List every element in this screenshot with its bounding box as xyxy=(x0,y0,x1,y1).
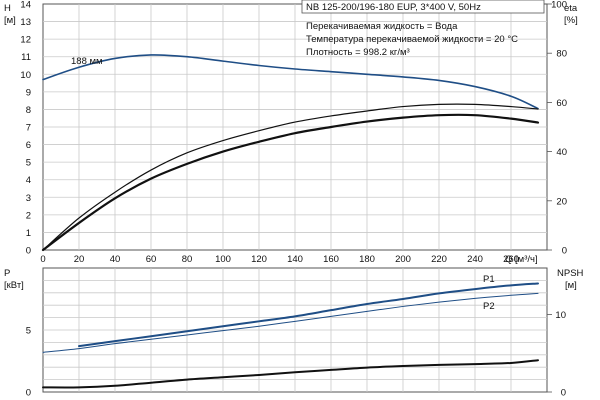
flow-axis-label: Q [м³/ч] xyxy=(505,254,538,265)
npsh-curve xyxy=(42,359,539,389)
efficiency-curve-inner xyxy=(41,113,540,252)
eta-tick-label: 40 xyxy=(556,147,567,158)
eta-tick-label: 80 xyxy=(556,49,567,60)
x-tick-label: 220 xyxy=(431,254,447,265)
head-axis-unit: [м] xyxy=(4,15,16,26)
fluid-line: Перекачиваемая жидкость = Вода xyxy=(306,21,458,32)
model-title: NB 125-200/196-180 EUP, 3*400 V, 50Hz xyxy=(306,2,481,13)
head-tick-label: 13 xyxy=(20,17,31,28)
x-tick-label: 160 xyxy=(323,254,339,265)
x-tick-label: 100 xyxy=(215,254,231,265)
density-line: Плотность = 998.2 кг/м³ xyxy=(306,47,410,58)
x-tick-label: 240 xyxy=(467,254,483,265)
x-tick-label: 140 xyxy=(287,254,303,265)
x-tick-label: 180 xyxy=(359,254,375,265)
head-curve xyxy=(42,54,539,110)
eta-tick-label: 20 xyxy=(556,196,567,207)
head-tick-label: 0 xyxy=(26,246,31,257)
power-axis-title: P xyxy=(4,268,10,279)
head-tick-label: 14 xyxy=(20,0,31,11)
head-tick-label: 1 xyxy=(26,228,31,239)
power-tick-label: 0 xyxy=(26,388,31,399)
efficiency-curve-outer xyxy=(42,103,539,251)
head-tick-label: 9 xyxy=(26,87,31,98)
head-tick-label: 8 xyxy=(26,105,31,116)
x-tick-label: 120 xyxy=(251,254,267,265)
head-tick-label: 3 xyxy=(26,193,31,204)
eta-axis-unit: [%] xyxy=(564,15,578,26)
bottom-grid xyxy=(43,268,547,392)
npsh-axis-unit: [м] xyxy=(565,280,577,291)
head-tick-label: 11 xyxy=(21,52,31,63)
head-tick-label: 10 xyxy=(20,70,31,81)
head-tick-label: 12 xyxy=(20,35,31,46)
x-tick-label: 80 xyxy=(182,254,193,265)
temperature-line: Температура перекачиваемой жидкости = 20… xyxy=(306,34,518,45)
top-series-group xyxy=(41,54,540,252)
x-tick-label: 60 xyxy=(146,254,157,265)
eta-axis-title: eta xyxy=(564,3,578,14)
npsh-axis-title: NPSH xyxy=(557,268,584,279)
power-p2-curve xyxy=(42,292,539,353)
top-grid xyxy=(43,4,547,250)
eta-tick-label: 0 xyxy=(562,246,567,257)
x-tick-label: 20 xyxy=(74,254,85,265)
head-tick-label: 5 xyxy=(26,158,31,169)
power-axis-unit: [кВт] xyxy=(4,280,24,291)
head-axis-title: H xyxy=(4,3,11,14)
head-tick-label: 6 xyxy=(26,140,31,151)
head-tick-label: 4 xyxy=(26,175,31,186)
npsh-tick-label: 0 xyxy=(561,388,566,399)
p2-curve-label: P2 xyxy=(483,301,495,312)
top-tick-labels: 0 20 40 60 80 100 120 140 160 180 200 220 240 2600123… xyxy=(20,0,567,265)
bottom-series-group xyxy=(42,282,539,389)
model-title-box xyxy=(301,0,545,14)
x-tick-label: 0 xyxy=(40,254,45,265)
bottom-tick-labels: 0 5 0 10 xyxy=(26,310,566,399)
power-tick-label: 5 xyxy=(26,326,31,337)
x-tick-label: 200 xyxy=(395,254,411,265)
head-curve-label: 188 мм xyxy=(71,56,103,67)
npsh-tick-label: 10 xyxy=(555,310,566,321)
head-tick-label: 2 xyxy=(26,210,31,221)
series-labels: 188 мм P1 P2 xyxy=(71,56,495,312)
head-tick-label: 7 xyxy=(26,123,31,134)
x-tick-label: 40 xyxy=(110,254,121,265)
eta-tick-label: 60 xyxy=(556,98,567,109)
eta-tick-label: 100 xyxy=(551,0,567,11)
x-tick-label: 260 xyxy=(503,254,519,265)
p1-curve-label: P1 xyxy=(483,274,495,285)
power-p1-curve xyxy=(78,282,539,348)
